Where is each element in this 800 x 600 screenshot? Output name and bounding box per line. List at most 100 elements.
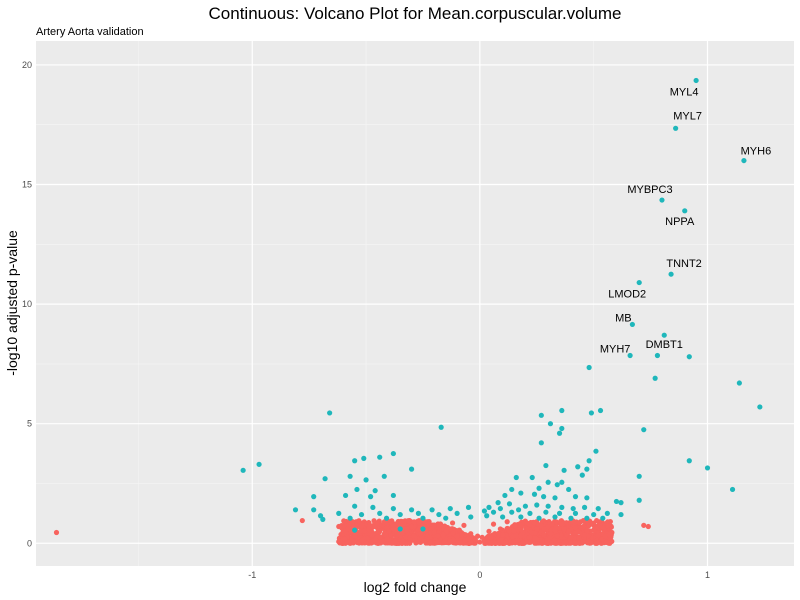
data-point [465, 535, 472, 542]
data-point [729, 486, 736, 493]
data-point [536, 515, 542, 521]
data-point [386, 528, 392, 534]
data-point [415, 510, 422, 516]
data-point [451, 537, 457, 543]
data-point [441, 539, 447, 545]
data-point [393, 521, 399, 527]
data-point [736, 380, 742, 386]
data-point [256, 461, 262, 467]
data-point [427, 534, 433, 540]
data-point [559, 479, 565, 485]
data-point [399, 540, 405, 546]
data-point [584, 528, 590, 534]
data-point [454, 533, 460, 539]
data-point [447, 538, 453, 544]
data-point [395, 532, 401, 538]
data-point [368, 494, 374, 500]
data-point [336, 523, 342, 530]
data-point [359, 537, 365, 543]
data-point [504, 519, 510, 525]
data-point [465, 504, 472, 511]
data-point [342, 492, 349, 499]
data-point [618, 500, 624, 506]
data-point [741, 157, 747, 164]
data-point [474, 533, 481, 539]
data-point [597, 407, 604, 414]
data-point [440, 532, 447, 538]
data-point [541, 494, 547, 500]
data-point [545, 479, 551, 485]
data-point [686, 458, 692, 464]
data-point [603, 539, 610, 545]
data-point [636, 473, 642, 479]
data-point [361, 455, 367, 461]
data-point [502, 492, 508, 499]
data-point [575, 464, 581, 470]
data-point [336, 510, 342, 516]
data-point [408, 466, 415, 472]
data-point [682, 208, 688, 214]
data-point [545, 523, 551, 530]
data-point [538, 412, 544, 418]
data-point [511, 528, 517, 534]
data-point [352, 533, 358, 539]
data-point [486, 528, 492, 534]
data-point [704, 465, 711, 471]
data-point [541, 532, 547, 538]
data-point [408, 507, 415, 513]
data-point [659, 197, 665, 203]
data-point [539, 539, 545, 545]
data-point [538, 523, 544, 529]
data-point [449, 520, 456, 526]
x-axis-ticks: -1 0 1 [248, 570, 710, 580]
data-point [552, 527, 558, 533]
data-point [427, 530, 434, 536]
data-point [580, 539, 586, 545]
data-point [586, 364, 592, 371]
data-point [572, 510, 579, 516]
chart-subtitle: Artery Aorta validation [36, 26, 144, 38]
data-point [367, 522, 373, 528]
gene-label: MYBPC3 [627, 184, 672, 196]
data-point [498, 537, 504, 543]
data-point [757, 404, 763, 410]
data-point [566, 486, 572, 493]
data-point [590, 535, 596, 541]
data-point [506, 526, 513, 532]
data-point [506, 501, 513, 507]
data-point [497, 526, 503, 532]
data-point [435, 533, 441, 539]
data-point [581, 532, 588, 538]
data-point [534, 526, 540, 532]
data-point [311, 494, 317, 500]
data-point [579, 472, 585, 478]
data-point [522, 503, 528, 509]
data-point [327, 410, 333, 416]
data-point [450, 530, 456, 536]
data-point [566, 528, 572, 534]
data-point [390, 492, 396, 499]
gene-label: NPPA [665, 216, 695, 228]
data-point [627, 352, 633, 359]
data-point [404, 526, 410, 532]
data-point [347, 473, 353, 479]
data-point [447, 526, 453, 532]
y-tick-label: 0 [27, 538, 32, 548]
data-point [543, 509, 549, 515]
gene-labels: MYL4 MYL7 MYH6 MYBPC3 NPPA TNNT2 LMOD2 MB DMBT1 M… [600, 86, 771, 355]
data-point [532, 530, 538, 536]
data-point [397, 511, 403, 518]
data-point [524, 539, 530, 545]
data-point [593, 448, 599, 454]
data-point [568, 534, 574, 540]
data-point [534, 502, 540, 508]
data-point [512, 523, 518, 529]
data-point [613, 498, 620, 505]
data-point [604, 510, 610, 516]
data-point [567, 540, 573, 546]
data-point [420, 526, 426, 532]
data-point [358, 522, 365, 528]
data-point [378, 539, 384, 546]
data-point [509, 486, 515, 493]
